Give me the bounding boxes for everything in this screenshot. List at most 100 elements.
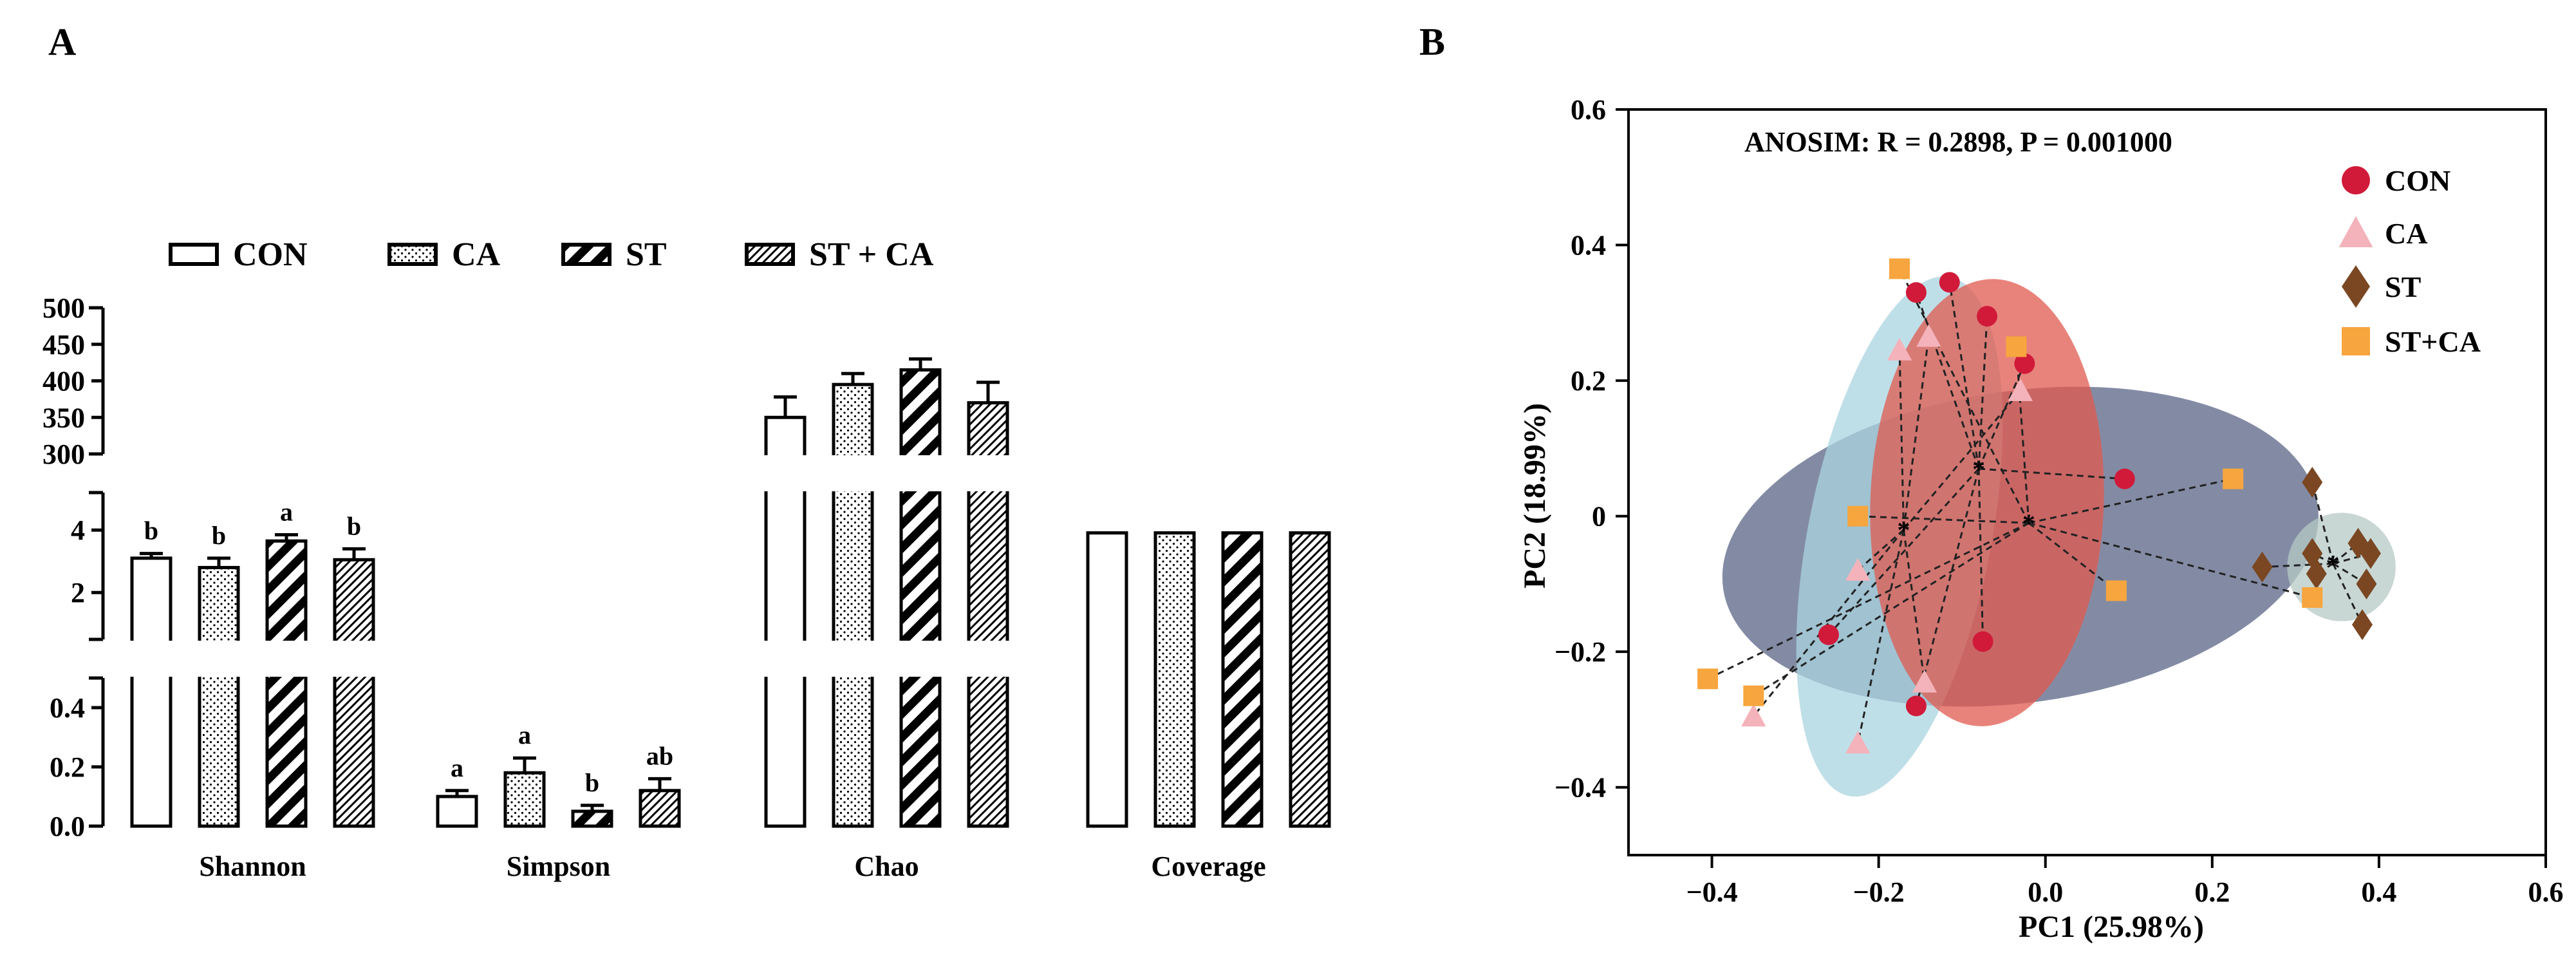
pcoa-centroid-lines: * * * *: [1707, 268, 2371, 744]
con-point: [1905, 282, 1927, 303]
axis-break-gap: [265, 641, 308, 677]
bar-shannon-con: [130, 556, 173, 828]
legend-swatch: [561, 243, 611, 266]
legend-label: CA: [2385, 217, 2427, 250]
significance-letter: a: [280, 497, 293, 526]
centroid-marker: *: [2327, 549, 2340, 578]
axis-break-gap: [129, 641, 173, 677]
bar-simpson-ca: [503, 771, 546, 828]
centroid-line: [1827, 467, 1980, 636]
stca-point: [1889, 258, 1910, 279]
bar-simpson-con: [436, 795, 478, 828]
legend-label: CON: [2385, 164, 2450, 197]
legend-label: ST: [2385, 270, 2421, 303]
y-tick-label: −0.4: [1554, 772, 1606, 804]
centroid-line: [1858, 515, 2029, 524]
pcoa-y-axis-label: PC2 (18.99%): [1518, 403, 1552, 589]
y-tick-label: 0: [1592, 501, 1606, 533]
centroid-line: [1903, 529, 1926, 683]
panel-b-label: B: [1419, 21, 1445, 63]
st-point: [2352, 609, 2373, 641]
axis-break-gap: [197, 641, 241, 677]
x-category-label: Chao: [854, 851, 919, 882]
x-category-label: Coverage: [1151, 851, 1265, 882]
y-tick-label: 4: [71, 514, 85, 546]
significance-letter: b: [212, 521, 226, 550]
stca-point: [1697, 668, 1719, 690]
con-confidence-ellipse: [1870, 279, 2104, 726]
centroid-line: [2332, 563, 2364, 625]
y-tick-label: 350: [42, 402, 85, 433]
con-point: [1972, 631, 1993, 652]
stca-point: [2302, 587, 2323, 608]
axis-break-gap: [831, 641, 875, 677]
ca-point: [1916, 324, 1941, 347]
centroid-line: [1707, 522, 2030, 680]
pcoa-points: [1697, 258, 2381, 754]
axis-break-gap: [763, 455, 807, 491]
x-tick-label: 0.4: [2361, 876, 2396, 908]
axis-break-gap: [763, 641, 807, 677]
ca-point: [2008, 378, 2033, 401]
con-point: [1905, 695, 1927, 717]
bar-x-labels: Shannon Simpson Chao Coverage: [199, 851, 1265, 882]
stca-point: [2105, 580, 2127, 601]
centroid-line: [1977, 468, 1984, 642]
axis-break-gap: [899, 641, 942, 677]
x-tick-label: 0.2: [2194, 876, 2230, 908]
centroid-line: [1915, 292, 1980, 469]
centroid-line: [1903, 390, 2022, 531]
y-tick-label: 0.2: [50, 751, 85, 783]
bar-coverage-con: [1086, 531, 1128, 828]
st-point: [2306, 558, 2327, 590]
bar-shannon-ca: [198, 565, 240, 828]
bar-shannon-st: [265, 539, 308, 828]
centroid-line: [1977, 316, 1988, 469]
axis-break-gap: [899, 455, 942, 491]
y-tick-label: 0.4: [1571, 230, 1606, 261]
axis-break-gap: [966, 455, 1010, 491]
axis-break-gap: [966, 641, 1010, 677]
con-point: [1977, 306, 1998, 327]
con-point: [1818, 624, 1839, 645]
legend-swatch: [387, 243, 438, 266]
centroid-line: [2311, 482, 2335, 564]
axis-break-gap: [831, 455, 875, 491]
pcoa-axes: −0.4 −0.2 0.0 0.2 0.4 0.6 0.6 0.4 0.2 0 −0.2 −0.4: [1554, 94, 2564, 908]
bar-legend: CON CA ST ST + CA: [169, 236, 934, 273]
x-tick-label: 0.0: [2028, 876, 2063, 908]
y-tick-label: 450: [42, 329, 85, 361]
st-point: [2360, 538, 2381, 569]
stca-point: [1743, 685, 1764, 706]
pcoa-legend: CON CA ST ST+CA: [2338, 164, 2481, 358]
legend-label: CON: [233, 236, 308, 273]
ca-point: [1912, 670, 1937, 693]
centroid-line: [1915, 468, 1980, 706]
pcoa-ellipses: [1722, 276, 2396, 797]
st-point: [2252, 551, 2273, 583]
bar-coverage-st: [1221, 531, 1264, 828]
bar-simpson-st: [571, 809, 613, 828]
legend-label: ST+CA: [2385, 325, 2481, 358]
significance-letter: a: [518, 721, 531, 749]
con-point: [1939, 272, 1960, 293]
st-point: [2302, 467, 2323, 498]
centroid-marker: *: [1972, 455, 1985, 484]
x-category-label: Simpson: [507, 851, 610, 882]
centroid-line: [2028, 478, 2234, 524]
legend-marker: [2342, 265, 2370, 308]
x-tick-label: 0.6: [2528, 876, 2564, 908]
bar-chart: CON CA ST ST + CA 0.0 0.2 0.4 2 4 300 350 400 450 50…: [42, 236, 1331, 882]
legend-marker: [2342, 166, 2370, 194]
pcoa-x-axis-label: PC1 (25.98%): [2019, 910, 2204, 944]
bar-chao-st: [899, 368, 942, 828]
significance-letter: a: [451, 753, 463, 782]
y-tick-label: 2: [71, 577, 85, 608]
y-tick-label: 0.6: [1571, 94, 1606, 126]
legend-label: ST: [626, 236, 667, 273]
centroid-marker: *: [1898, 516, 1910, 545]
con-point: [2014, 353, 2035, 374]
pcoa-annotation: ANOSIM: R = 0.2898, P = 0.001000: [1744, 126, 2172, 158]
